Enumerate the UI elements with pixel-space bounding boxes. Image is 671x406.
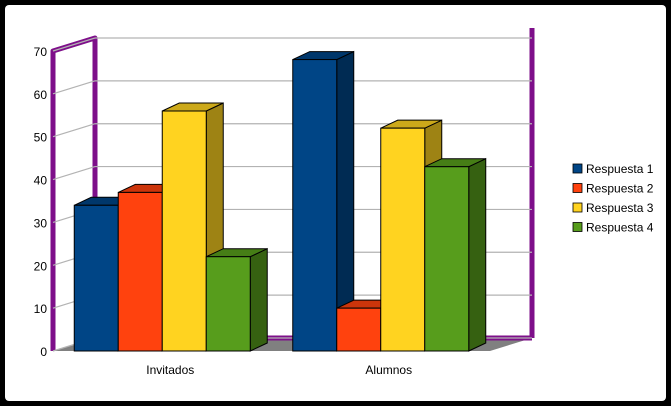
y-tick-label: 40 bbox=[34, 174, 48, 188]
bar-front bbox=[292, 59, 338, 352]
bar-0-3 bbox=[205, 247, 268, 352]
legend-label: Respuesta 3 bbox=[586, 201, 654, 215]
legend-item: Respuesta 1 bbox=[572, 162, 654, 176]
legend-item: Respuesta 4 bbox=[572, 221, 654, 235]
bar-1-0 bbox=[292, 50, 355, 352]
legend-item: Respuesta 2 bbox=[572, 182, 654, 196]
y-tick-label: 50 bbox=[34, 131, 48, 145]
chart-frame: 0 10 20 30 40 50 60 70 Invitados Alumnos Respues… bbox=[5, 5, 666, 401]
y-tick-label: 0 bbox=[40, 345, 47, 359]
bar-front bbox=[380, 127, 426, 352]
chart: 0 10 20 30 40 50 60 70 Invitados Alumnos Respues… bbox=[34, 28, 654, 377]
bar-front bbox=[205, 256, 251, 352]
side-gridline bbox=[52, 123, 96, 138]
y-tick-label: 60 bbox=[34, 88, 48, 102]
bars bbox=[73, 50, 487, 352]
x-axis-labels: Invitados Alumnos bbox=[146, 363, 412, 377]
legend-swatch bbox=[572, 202, 583, 213]
legend-swatch bbox=[572, 183, 583, 193]
bar-front bbox=[424, 166, 470, 352]
legend-label: Respuesta 2 bbox=[586, 182, 654, 196]
legend-item: Respuesta 3 bbox=[572, 201, 654, 215]
bar-front bbox=[161, 110, 207, 352]
y-tick-label: 30 bbox=[34, 216, 48, 230]
bar-front bbox=[73, 204, 119, 352]
x-category-label: Invitados bbox=[146, 363, 194, 377]
y-tick-label: 70 bbox=[34, 45, 48, 59]
side-gridline bbox=[52, 37, 96, 52]
y-tick-label: 20 bbox=[34, 259, 48, 273]
bar-front bbox=[117, 191, 163, 352]
bar-side bbox=[249, 247, 268, 352]
side-gridline bbox=[52, 165, 96, 181]
legend-swatch bbox=[572, 222, 583, 232]
bar-side bbox=[468, 157, 487, 352]
y-axis-ticks: 0 10 20 30 40 50 60 70 bbox=[34, 45, 48, 359]
bar-front bbox=[336, 307, 382, 352]
legend-swatch bbox=[572, 163, 583, 174]
bar-1-3 bbox=[424, 157, 487, 352]
x-category-label: Alumnos bbox=[365, 363, 412, 377]
legend-label: Respuesta 1 bbox=[586, 162, 654, 176]
legend-label: Respuesta 4 bbox=[586, 221, 654, 235]
side-gridline bbox=[52, 80, 96, 95]
y-tick-label: 10 bbox=[34, 302, 48, 316]
legend: Respuesta 1 Respuesta 2 Respuesta 3 Respues… bbox=[572, 162, 654, 235]
